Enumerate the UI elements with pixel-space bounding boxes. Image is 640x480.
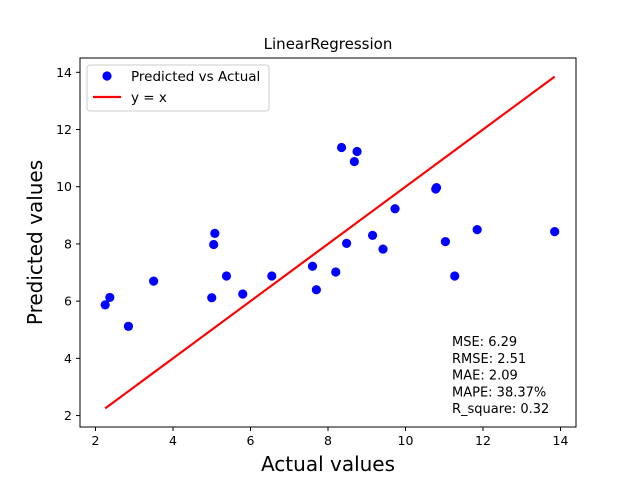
x-tick-label: 10 [398,433,414,448]
x-tick-label: 4 [169,433,177,448]
y-tick-label: 8 [64,236,72,251]
metric-text: R_square: 0.32 [452,402,549,417]
data-point [342,238,352,248]
legend-box [86,64,270,112]
data-point [311,285,321,295]
data-point [105,292,115,303]
y-axis-label: Predicted values [23,160,47,325]
data-point [238,289,248,299]
data-point [550,227,560,237]
y-tick-label: 14 [56,65,72,80]
data-point [378,244,388,254]
x-tick-label: 12 [475,433,491,448]
data-point [123,321,134,331]
data-point [431,182,442,193]
data-point [450,271,460,281]
data-point [352,146,362,157]
x-tick-label: 14 [553,433,569,448]
data-point [307,261,318,271]
y-tick-label: 4 [64,351,72,366]
data-point [100,300,110,310]
data-point [336,142,347,153]
x-tick-label: 6 [247,433,255,448]
y-tick-label: 6 [64,294,72,309]
data-point [209,239,219,250]
y-tick-label: 12 [56,122,72,137]
data-point [472,225,482,235]
y-tick-label: 2 [64,408,72,423]
data-point [331,267,341,277]
axis-ticks: 2 4 6 8 10 12 14 2 4 6 8 10 12 14 [56,65,568,448]
data-point [210,228,220,238]
metric-text: RMSE: 2.51 [452,352,526,367]
data-point [440,237,451,247]
metric-text: MAE: 2.09 [452,369,518,384]
data-point [390,204,400,214]
x-tick-label: 2 [92,433,100,448]
data-point [221,271,232,281]
x-axis-label: Actual values [261,452,395,476]
metric-text: MSE: 6.29 [452,335,517,350]
y-tick-label: 10 [56,179,72,194]
data-point [349,156,359,167]
legend-label: Predicted vs Actual [131,69,260,85]
data-point [267,271,277,281]
legend: Predicted vs Actual y = x [86,64,270,112]
plot-area [100,75,560,410]
x-tick-label: 8 [324,433,332,448]
legend-label: y = x [131,90,167,106]
data-point [207,293,217,303]
chart-title: LinearRegression [264,35,393,53]
metric-text: MAPE: 38.37% [452,385,546,400]
legend-marker-scatter [102,71,112,81]
identity-line [104,75,556,410]
data-point [149,276,159,286]
data-point [367,230,378,240]
